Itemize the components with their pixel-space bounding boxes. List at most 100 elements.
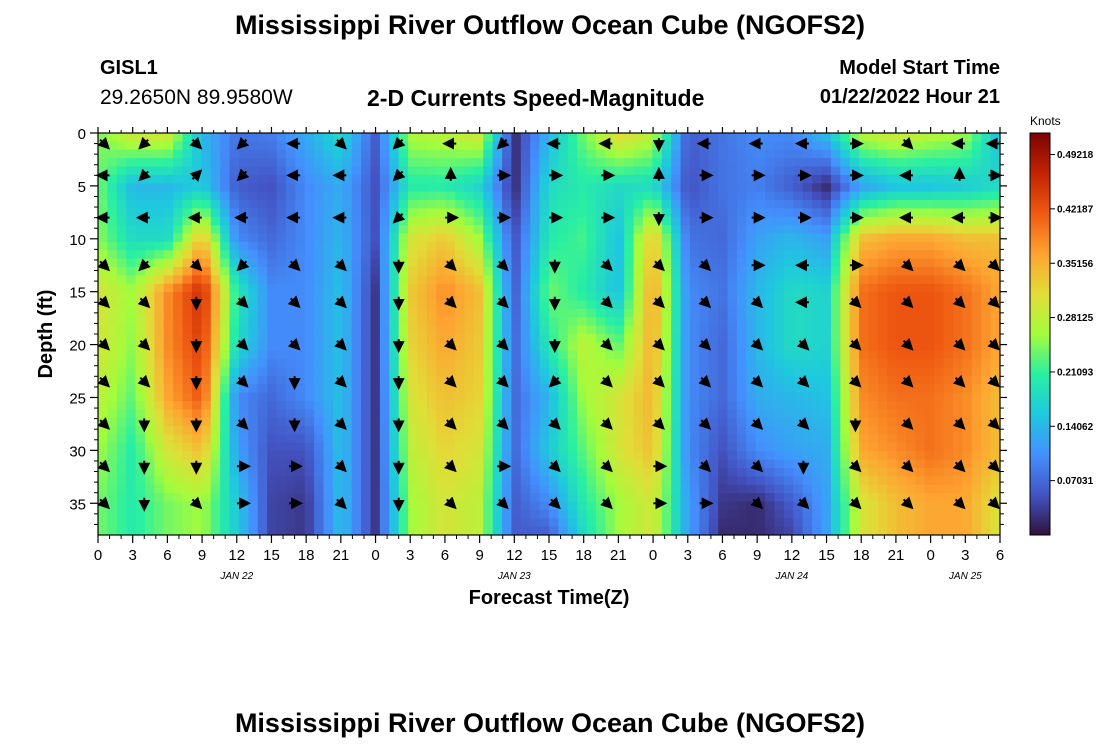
heatmap-cell [924, 283, 935, 293]
heatmap-cell [257, 149, 268, 159]
heatmap-cell [229, 133, 240, 142]
current-vector-arrow [987, 258, 1001, 272]
heatmap-cell [915, 149, 926, 159]
x-tick-label: 0 [94, 547, 102, 564]
heatmap-cell [708, 225, 719, 235]
heatmap-cell [708, 183, 719, 193]
heatmap-cell [549, 367, 559, 377]
heatmap-cell [830, 233, 841, 243]
heatmap-cell [887, 392, 898, 402]
heatmap-cell [962, 133, 973, 142]
heatmap-cell [661, 183, 672, 193]
heatmap-cell [520, 367, 531, 377]
heatmap-cell [201, 200, 212, 209]
heatmap-cell [971, 434, 982, 444]
heatmap-cell [549, 359, 559, 369]
heatmap-cell [408, 250, 419, 260]
heatmap-cell [530, 166, 541, 176]
heatmap-cell [191, 233, 202, 243]
heatmap-cell [906, 442, 917, 452]
heatmap-cell [746, 317, 757, 327]
heatmap-cell [802, 275, 813, 285]
heatmap-cell [314, 208, 325, 218]
heatmap-cell [558, 250, 569, 260]
heatmap-cell [680, 434, 691, 444]
heatmap-cell [408, 183, 419, 193]
heatmap-cell [304, 158, 315, 168]
heatmap-cell [473, 275, 484, 285]
heatmap-cell [455, 476, 466, 486]
heatmap-cell [934, 216, 945, 226]
heatmap-cell [793, 267, 804, 276]
heatmap-cell [812, 283, 823, 293]
heatmap-cell [473, 283, 484, 293]
heatmap-cell [793, 283, 804, 293]
heatmap-cell [408, 267, 419, 276]
current-vector-arrow [848, 337, 862, 351]
heatmap-cell [144, 191, 155, 201]
heatmap-cell [859, 225, 870, 235]
heatmap-cell [163, 334, 174, 343]
heatmap-cell [201, 484, 212, 494]
heatmap-cell [473, 174, 484, 184]
heatmap-cell [238, 233, 249, 243]
heatmap-cell [248, 367, 259, 377]
current-vector-arrow [952, 496, 966, 510]
heatmap-cell [840, 258, 851, 268]
heatmap-cell [642, 208, 653, 218]
heatmap-cell [727, 183, 738, 193]
heatmap-cell [896, 275, 907, 285]
heatmap-cell [426, 375, 437, 385]
heatmap-cell [417, 241, 428, 251]
heatmap-cell [389, 434, 400, 444]
heatmap-cell [868, 342, 879, 352]
heatmap-cell [783, 191, 794, 201]
heatmap-cell [793, 308, 804, 318]
heatmap-cell [652, 409, 663, 419]
heatmap-cell [934, 267, 945, 276]
heatmap-cell [229, 409, 240, 419]
x-tick-label: 6 [718, 547, 726, 564]
heatmap-cell [943, 350, 954, 360]
heatmap-cell [426, 442, 437, 452]
heatmap-cell [915, 183, 926, 193]
heatmap-cell [981, 401, 992, 410]
heatmap-cell [605, 442, 616, 452]
heatmap-cell [661, 233, 672, 243]
heatmap-cell [276, 434, 287, 444]
heatmap-cell [595, 267, 606, 276]
heatmap-cell [276, 526, 287, 535]
heatmap-cell [924, 518, 935, 528]
heatmap-cell [877, 451, 888, 461]
heatmap-cell [877, 166, 888, 176]
heatmap-cell [877, 459, 888, 469]
heatmap-cell [116, 484, 127, 494]
heatmap-cell [549, 233, 559, 243]
heatmap-cell [473, 133, 484, 142]
heatmap-cell [840, 409, 851, 419]
heatmap-cell [436, 375, 447, 385]
heatmap-cell [126, 158, 137, 168]
heatmap-cell [727, 426, 738, 436]
heatmap-cell [455, 401, 466, 410]
heatmap-cell [718, 392, 729, 402]
current-vector-arrow [848, 459, 862, 473]
heatmap-cell [323, 526, 334, 535]
heatmap-cell [398, 375, 409, 385]
heatmap-cell [483, 300, 494, 310]
heatmap-cell [746, 183, 757, 193]
heatmap-cell [953, 200, 964, 209]
heatmap-cell [530, 208, 541, 218]
heatmap-cell [229, 149, 240, 159]
heatmap-cell [408, 501, 419, 511]
heatmap-cell [455, 317, 466, 327]
heatmap-cell [821, 183, 832, 193]
heatmap-cell [126, 509, 137, 519]
heatmap-cell [210, 317, 221, 327]
heatmap-cell [971, 476, 982, 486]
heatmap-cell [502, 401, 513, 410]
heatmap-cell [793, 459, 804, 469]
heatmap-cell [605, 317, 616, 327]
heatmap-cell [887, 476, 898, 486]
heatmap-cell [821, 367, 832, 377]
